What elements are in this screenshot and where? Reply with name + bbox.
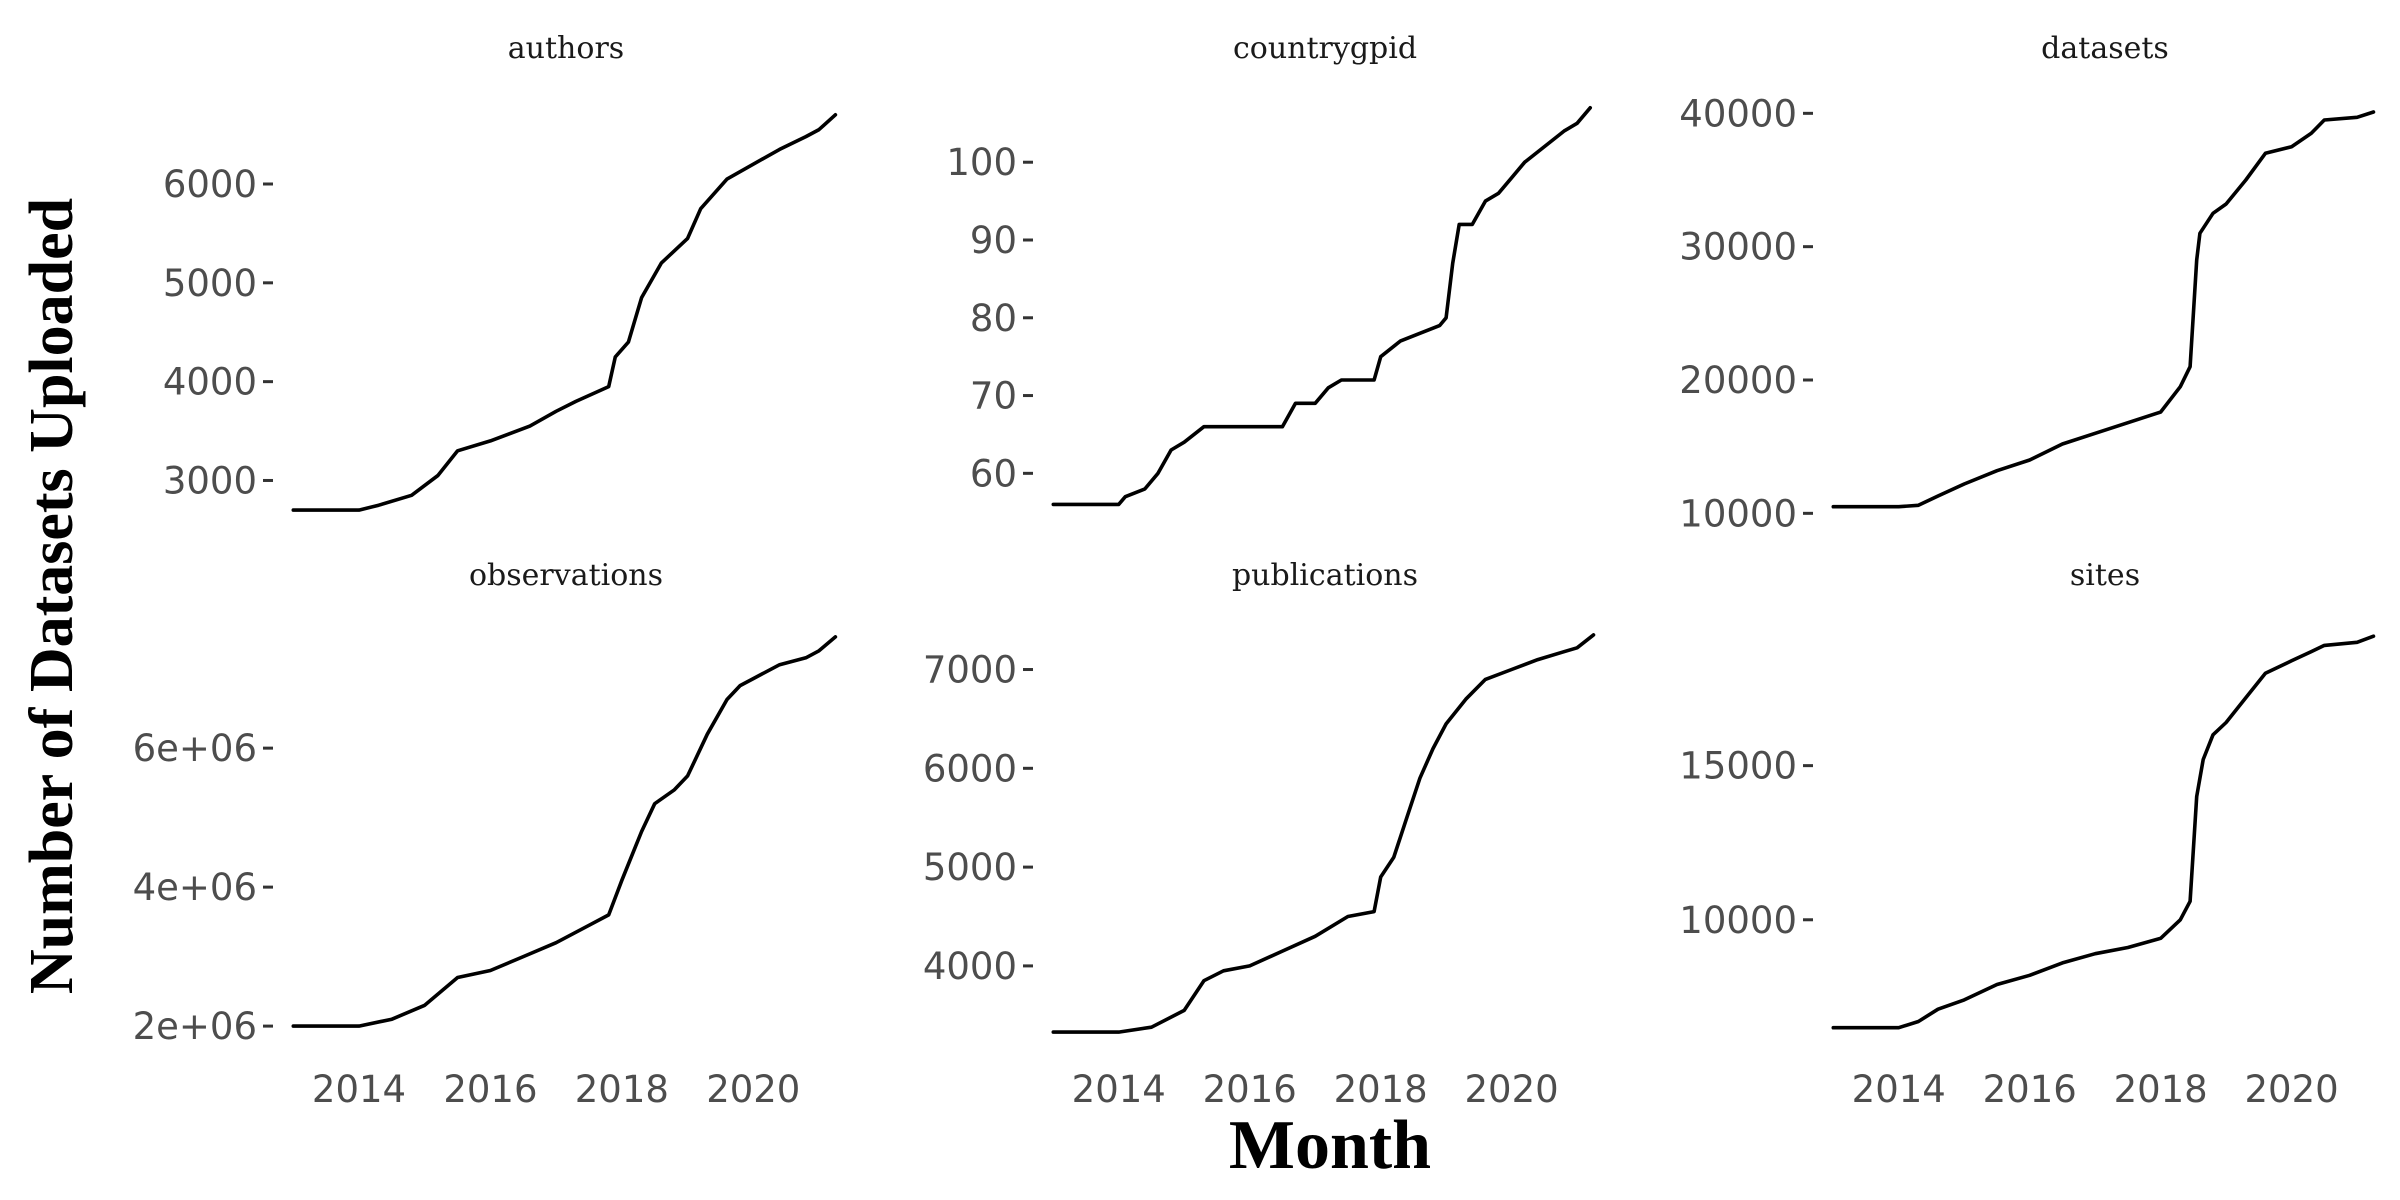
facet-panels: authors 3000 4000 5000 6000 countrygpid 60 70 80… (133, 31, 2376, 1111)
facet-panel-observations: observations 2e+06 4e+06 6e+06 2014 2016 2018 2… (133, 558, 838, 1111)
x-axis-title: Month (1229, 1107, 1431, 1184)
y-tick-label: 3000 (163, 459, 257, 502)
y-tick-label: 7000 (923, 649, 1017, 692)
series-line-sites (1831, 634, 2376, 1030)
x-tick-label: 2016 (1203, 1068, 1297, 1111)
y-tick-label: 5000 (923, 846, 1017, 889)
y-tick-label: 80 (970, 297, 1017, 340)
x-tick-label: 2016 (443, 1068, 537, 1111)
x-tick-label: 2014 (1072, 1068, 1166, 1111)
y-tick-label: 6e+06 (133, 727, 257, 770)
facet-title: observations (469, 558, 663, 593)
y-tick-label: 6000 (923, 747, 1017, 790)
x-tick-label: 2014 (1852, 1068, 1946, 1111)
y-tick-label: 4000 (923, 945, 1017, 988)
facet-title: countrygpid (1233, 31, 1417, 66)
y-tick-label: 30000 (1679, 226, 1797, 269)
y-axis-title: Number of Datasets Uploaded (18, 198, 86, 994)
y-tick-label: 60 (970, 452, 1017, 495)
facet-title: authors (508, 31, 624, 66)
y-tick-label: 70 (970, 375, 1017, 418)
facet-panel-publications: publications 4000 5000 6000 7000 2014 2016 2018… (923, 558, 1596, 1111)
x-tick-label: 2016 (1983, 1068, 2077, 1111)
x-tick-label: 2020 (1465, 1068, 1559, 1111)
series-line-publications (1051, 633, 1596, 1034)
series-line-countrygpid (1051, 106, 1592, 507)
x-tick-label: 2018 (575, 1068, 669, 1111)
y-tick-label: 4000 (163, 361, 257, 404)
facet-title: publications (1232, 558, 1418, 593)
y-tick-label: 20000 (1679, 359, 1797, 402)
x-tick-label: 2020 (706, 1068, 800, 1111)
x-tick-label: 2014 (312, 1068, 406, 1111)
y-tick-label: 6000 (163, 163, 257, 206)
facet-panel-datasets: datasets 10000 20000 30000 40000 (1679, 31, 2376, 535)
y-tick-label: 4e+06 (133, 866, 257, 909)
facet-panel-sites: sites 10000 15000 2014 2016 2018 2020 (1679, 558, 2376, 1111)
y-tick-label: 15000 (1679, 745, 1797, 788)
series-line-observations (291, 635, 838, 1028)
y-tick-label: 100 (946, 141, 1017, 184)
y-tick-label: 2e+06 (133, 1005, 257, 1048)
x-tick-label: 2018 (2114, 1068, 2208, 1111)
facet-panel-countrygpid: countrygpid 60 70 80 90 100 (946, 31, 1592, 507)
y-tick-label: 10000 (1679, 492, 1797, 535)
facet-title: sites (2070, 558, 2140, 593)
series-line-authors (291, 113, 838, 512)
x-tick-label: 2018 (1334, 1068, 1428, 1111)
y-tick-label: 40000 (1679, 92, 1797, 135)
x-tick-label: 2020 (2245, 1068, 2339, 1111)
facet-panel-authors: authors 3000 4000 5000 6000 (163, 31, 838, 512)
y-tick-label: 5000 (163, 262, 257, 305)
y-tick-label: 10000 (1679, 899, 1797, 942)
series-line-datasets (1831, 110, 2376, 509)
y-tick-label: 90 (970, 219, 1017, 262)
facet-title: datasets (2041, 31, 2169, 66)
